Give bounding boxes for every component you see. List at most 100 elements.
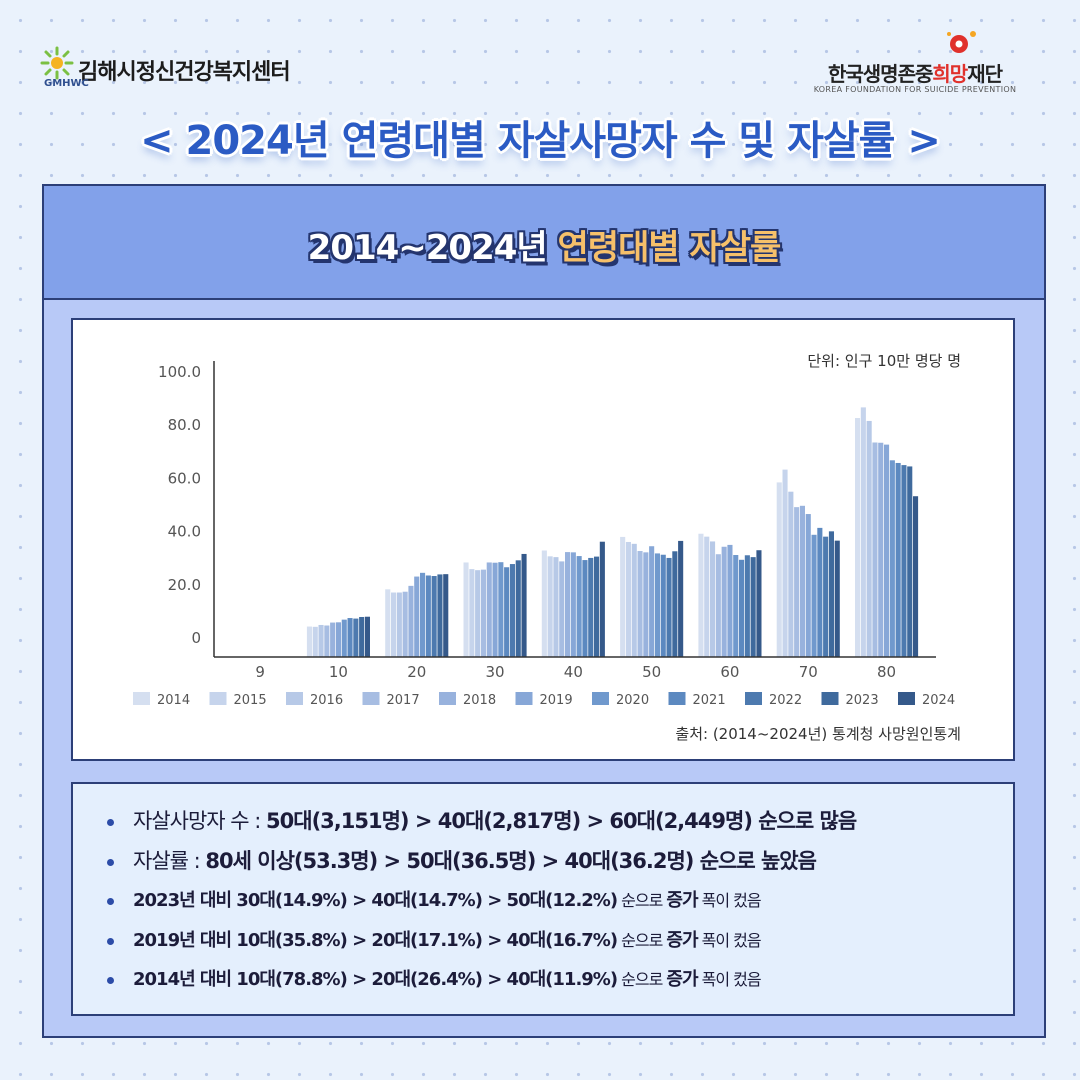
bar-10-2016 (318, 624, 324, 657)
sun-logo-icon (40, 46, 74, 80)
bar-40-2022 (588, 557, 594, 657)
legend-swatch (209, 692, 227, 705)
bar-70-2015 (782, 469, 788, 657)
x-tick-label: 30 (486, 663, 505, 681)
bar-20-2022 (431, 576, 437, 657)
bar-40-2020 (576, 556, 582, 657)
bar-60-2014 (698, 533, 704, 657)
bar-70-2017 (794, 507, 800, 657)
bar-60-2015 (704, 536, 710, 657)
right-logo-name: 한국생명존중희망재단 (827, 62, 1003, 86)
bar-70-2022 (823, 536, 829, 657)
x-tick-label: 50 (642, 663, 661, 681)
y-tick-label: 80.0 (168, 416, 201, 434)
bar-30-2020 (498, 562, 504, 657)
bar-20-2014 (385, 589, 391, 657)
bar-60-2017 (715, 554, 721, 657)
x-tick-label: 9 (255, 663, 265, 681)
bar-20-2020 (420, 572, 426, 657)
bar-10-2023 (359, 616, 365, 657)
y-tick-label: 60.0 (168, 469, 201, 487)
bar-70-2019 (805, 514, 811, 657)
bar-30-2021 (504, 567, 510, 657)
x-tick-label: 60 (720, 663, 739, 681)
bar-20-2023 (437, 574, 443, 657)
bar-60-2020 (733, 555, 739, 657)
legend-label: 2020 (616, 693, 649, 708)
bar-80-2018 (878, 442, 884, 657)
bar-10-2017 (324, 625, 330, 657)
legend-label: 2015 (234, 693, 267, 708)
bar-30-2016 (475, 570, 481, 657)
chart-card: 단위: 인구 10만 명당 명 100.0 80.0 60.0 40.0 20.0 0 9… (71, 318, 1015, 761)
summary-list: 자살사망자 수 : 50대(3,151명) > 40대(2,817명) > 60… (103, 802, 857, 1000)
bar-80-2022 (901, 465, 907, 657)
bar-80-2016 (866, 420, 872, 657)
bar-50-2023 (672, 551, 678, 657)
bar-30-2018 (486, 562, 492, 657)
suicide-rate-chart: 단위: 인구 10만 명당 명 100.0 80.0 60.0 40.0 20.0 0 9… (133, 352, 961, 743)
bar-70-2021 (817, 527, 823, 657)
bar-20-2018 (408, 585, 414, 657)
list-item: 2023년 대비 30대(14.9%) > 40대(14.7%) > 50대(1… (103, 881, 856, 921)
bar-70-2023 (828, 531, 834, 657)
legend-label: 2017 (387, 693, 420, 708)
x-tick-label: 20 (407, 663, 426, 681)
left-logo-abbr: GMHWC (44, 78, 89, 89)
legend-label: 2014 (157, 693, 190, 708)
bar-50-2015 (625, 541, 631, 657)
bar-50-2020 (654, 553, 660, 657)
list-item: 2019년 대비 10대(35.8%) > 20대(17.1%) > 40대(1… (103, 921, 856, 961)
bar-10-2024 (364, 616, 370, 657)
bar-20-2024 (443, 574, 449, 657)
bar-70-2014 (776, 482, 782, 657)
bars-group (306, 407, 919, 657)
legend-swatch (362, 692, 380, 705)
bar-60-2019 (727, 544, 733, 657)
legend-swatch (898, 692, 915, 705)
page-title: < 2024년 연령대별 자살사망자 수 및 자살률 > (140, 118, 941, 164)
legend-swatch (668, 692, 686, 705)
legend-label: 2023 (846, 693, 879, 708)
bar-80-2019 (884, 444, 890, 657)
bar-80-2020 (889, 460, 895, 657)
bar-30-2015 (469, 569, 475, 657)
bar-50-2019 (649, 546, 655, 657)
list-item: 2014년 대비 10대(78.8%) > 20대(26.4%) > 40대(1… (103, 960, 856, 1000)
y-axis-ticks: 100.0 80.0 60.0 40.0 20.0 0 (158, 363, 201, 647)
bar-40-2024 (599, 541, 605, 657)
panel-title: 2014~2024년 연령대별 자살률 (307, 228, 782, 268)
kfsp-logo: 한국생명존중희망재단 KOREA FOUNDATION FOR SUICIDE … (790, 28, 1050, 98)
bar-50-2017 (637, 551, 643, 657)
bar-30-2023 (515, 560, 521, 657)
bar-10-2020 (341, 619, 347, 657)
bar-50-2016 (631, 543, 637, 657)
bar-50-2024 (678, 540, 684, 657)
x-tick-label: 70 (799, 663, 818, 681)
legend-swatch (821, 692, 839, 705)
bar-10-2021 (347, 618, 353, 657)
bar-30-2024 (521, 553, 527, 657)
bar-30-2014 (463, 562, 469, 657)
list-item: 자살률 : 80세 이상(53.3명) > 50대(36.5명) > 40대(3… (103, 842, 856, 882)
legend-label: 2022 (769, 693, 802, 708)
legend-swatch (592, 692, 609, 705)
bar-70-2024 (834, 540, 840, 657)
bar-80-2021 (895, 462, 901, 657)
unit-note: 단위: 인구 10만 명당 명 (807, 352, 961, 370)
y-tick-label: 20.0 (168, 576, 201, 594)
bar-10-2014 (306, 626, 312, 657)
bar-50-2014 (620, 536, 626, 657)
legend-label: 2024 (922, 693, 955, 708)
y-tick-label: 0 (191, 629, 201, 647)
legend-label: 2018 (463, 693, 496, 708)
legend-label: 2016 (310, 693, 343, 708)
bar-40-2014 (541, 550, 547, 657)
bar-70-2018 (799, 505, 805, 657)
bar-50-2021 (660, 554, 666, 657)
legend-label: 2019 (540, 693, 573, 708)
bar-10-2015 (312, 626, 318, 657)
bar-40-2016 (553, 557, 559, 657)
source-note: 출처: (2014~2024년) 통계청 사망원인통계 (675, 725, 961, 743)
flower-logo-icon (947, 31, 976, 53)
